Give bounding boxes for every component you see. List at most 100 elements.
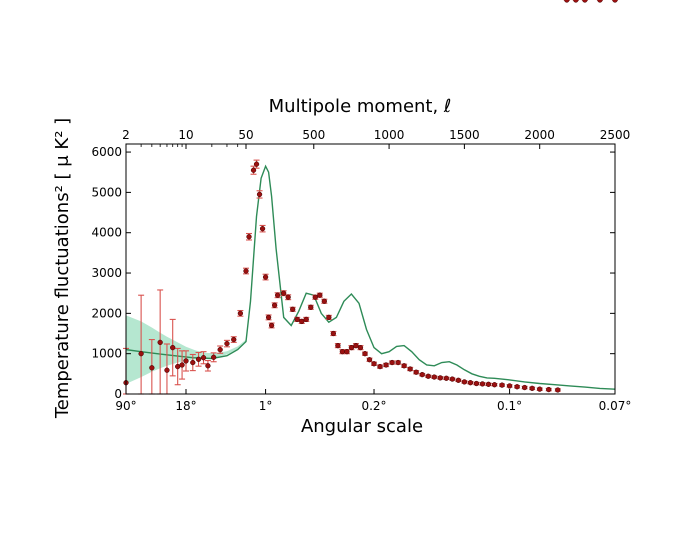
y-tick-label: 0 [114,387,122,401]
data-point [514,384,520,390]
data-point [179,362,185,368]
data-point [597,0,603,3]
y-tick-label: 4000 [91,226,122,240]
data-point [231,336,237,343]
top-tick-label: 10 [178,128,193,142]
data-point [506,383,513,389]
points-layer [123,0,618,393]
data-point [205,363,211,369]
data-point [377,363,383,370]
data-point [256,191,263,198]
data-point [348,344,355,351]
data-point [262,274,269,280]
data-point [612,0,618,3]
data-point [521,384,528,391]
tick-layer [125,144,616,395]
data-point [401,363,407,369]
data-point [259,226,266,232]
data-point [499,382,505,388]
top-tick-label: 1000 [374,128,405,142]
y-tick-label: 5000 [91,185,122,199]
data-point [425,373,431,379]
y-tick-label: 2000 [91,306,122,320]
data-point [529,385,535,392]
data-point [461,379,468,385]
bottom-tick-label: 0.1° [497,399,522,413]
y-tick-label: 1000 [91,347,122,361]
data-point [344,349,350,355]
band-layer [126,315,246,384]
data-point [555,387,561,393]
data-point [455,377,462,383]
data-point [353,342,359,349]
data-point [443,375,449,381]
bottom-axis-title: Angular scale [301,416,423,437]
data-point [335,342,341,349]
data-point [573,0,579,3]
data-point [285,294,291,300]
data-point [339,349,346,355]
data-point [224,340,230,347]
data-point [485,381,492,387]
data-point [467,380,474,386]
data-point [491,382,498,388]
data-point [170,344,176,351]
top-tick-label: 500 [302,128,325,142]
data-point [564,0,570,3]
top-tick-label: 2500 [600,128,631,142]
errorbar-layer [123,0,618,395]
data-point [431,374,437,380]
data-point [479,381,486,387]
data-point [149,365,155,371]
top-tick-label: 2 [122,128,130,142]
data-point [326,314,332,321]
data-point [183,358,189,364]
bottom-tick-label: 90° [115,399,136,413]
model-line [125,164,616,390]
data-point [407,366,413,372]
data-point [317,292,323,298]
data-point [271,302,278,308]
top-tick-label: 50 [238,128,253,142]
data-point [250,167,257,173]
top-tick-label: 1500 [449,128,480,142]
data-point [211,354,217,360]
data-point [190,359,196,366]
data-point [265,314,272,321]
data-point [253,161,260,167]
uncertainty-band [126,315,246,384]
data-point [419,371,425,378]
data-point [449,376,455,382]
top-axis-title: Multipole moment, ℓ [269,96,452,117]
data-point [473,380,480,387]
data-point [294,316,300,323]
data-point [290,306,296,312]
data-point [437,375,443,381]
data-point [200,355,207,361]
data-point [389,359,395,366]
data-point [175,363,181,370]
model-line-layer [125,164,616,390]
data-point [246,234,252,240]
data-point [138,351,144,357]
data-point [268,322,275,329]
data-point [537,386,543,392]
data-point [237,310,244,317]
data-point [217,346,223,353]
data-point [546,386,552,393]
bottom-tick-label: 0.2° [361,399,386,413]
bottom-tick-label: 1° [259,399,273,413]
top-tick-label: 2000 [524,128,555,142]
data-point [243,268,249,274]
data-point [413,369,419,375]
data-point [312,294,318,300]
data-point [371,361,377,367]
plot-frame [125,143,616,395]
data-point [274,292,281,298]
data-point [357,344,364,351]
data-point [308,304,314,310]
y-axis-title: Temperature fluctuations² [ μ K² ] [52,118,73,419]
bottom-tick-label: 18° [175,399,196,413]
